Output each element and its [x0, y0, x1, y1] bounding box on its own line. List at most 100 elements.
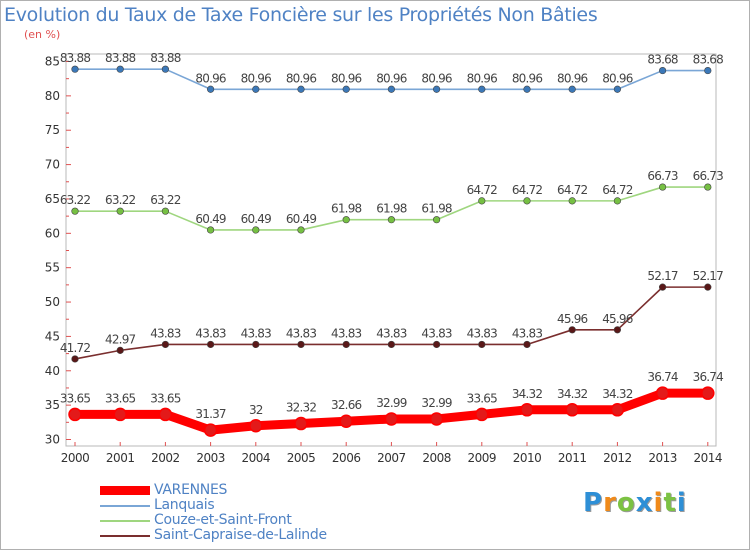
data-label-saint-capraise-de-lalinde-2003: 43.83 — [195, 326, 226, 340]
point-couze-et-saint-front-2014 — [704, 183, 712, 191]
y-tick-label-85: 85 — [45, 55, 60, 69]
point-varennes-2007 — [384, 412, 399, 426]
data-label-lanquais-2007: 80.96 — [376, 71, 407, 85]
y-tick-label-60: 60 — [45, 226, 60, 240]
data-label-varennes-2009: 33.65 — [467, 391, 498, 405]
data-label-couze-et-saint-front-2005: 60.49 — [286, 212, 317, 226]
x-tick-label-2014: 2014 — [694, 451, 723, 465]
data-label-saint-capraise-de-lalinde-2008: 43.83 — [421, 326, 452, 340]
legend-label-varennes: VARENNES — [154, 482, 228, 498]
data-label-saint-capraise-de-lalinde-2012: 45.96 — [602, 312, 633, 326]
data-label-lanquais-2009: 80.96 — [467, 71, 498, 85]
legend-swatch-lanquais — [100, 505, 150, 507]
data-label-couze-et-saint-front-2004: 60.49 — [241, 212, 272, 226]
y-tick-label-45: 45 — [45, 329, 60, 343]
x-tick-label-2001: 2001 — [106, 451, 135, 465]
point-saint-capraise-de-lalinde-2007 — [387, 340, 396, 349]
logo-letter-1: r — [603, 488, 617, 518]
point-varennes-2010 — [520, 403, 534, 417]
data-label-varennes-2010: 34.32 — [512, 387, 543, 401]
data-label-lanquais-2000: 83.88 — [60, 51, 91, 65]
point-saint-capraise-de-lalinde-2003 — [207, 340, 215, 349]
point-lanquais-2013 — [658, 66, 667, 75]
point-varennes-2009 — [475, 407, 489, 422]
y-tick-label-35: 35 — [45, 398, 60, 412]
data-label-saint-capraise-de-lalinde-2011: 45.96 — [557, 312, 588, 326]
point-saint-capraise-de-lalinde-2012 — [613, 326, 622, 334]
data-label-saint-capraise-de-lalinde-2007: 43.83 — [376, 326, 407, 340]
point-varennes-2000 — [68, 407, 82, 422]
x-tick-label-2009: 2009 — [468, 451, 497, 465]
data-label-couze-et-saint-front-2012: 64.72 — [602, 183, 633, 197]
x-tick-label-2010: 2010 — [513, 451, 542, 465]
point-lanquais-2003 — [207, 85, 215, 93]
data-label-lanquais-2010: 80.96 — [512, 71, 543, 85]
x-tick-label-2004: 2004 — [242, 451, 271, 465]
data-label-varennes-2014: 36.74 — [693, 370, 724, 384]
data-label-couze-et-saint-front-2006: 61.98 — [331, 202, 362, 216]
point-varennes-2013 — [655, 386, 670, 400]
point-varennes-2006 — [339, 414, 353, 428]
point-saint-capraise-de-lalinde-2008 — [433, 340, 441, 349]
data-label-saint-capraise-de-lalinde-2009: 43.83 — [467, 326, 498, 340]
point-lanquais-2012 — [613, 85, 622, 93]
y-tick-label-75: 75 — [45, 123, 60, 137]
data-label-saint-capraise-de-lalinde-2000: 41.72 — [60, 341, 91, 355]
data-label-couze-et-saint-front-2014: 66.73 — [693, 169, 724, 183]
logo-letter-0: P — [583, 488, 604, 518]
data-label-saint-capraise-de-lalinde-2002: 43.83 — [150, 326, 181, 340]
point-lanquais-2014 — [704, 66, 712, 75]
point-lanquais-2001 — [116, 65, 124, 73]
data-label-saint-capraise-de-lalinde-2001: 42.97 — [105, 332, 136, 346]
point-varennes-2012 — [610, 403, 625, 417]
data-label-couze-et-saint-front-2000: 63.22 — [60, 193, 91, 207]
data-label-couze-et-saint-front-2010: 64.72 — [512, 183, 543, 197]
chart-title: Evolution du Taux de Taxe Foncière sur l… — [4, 4, 598, 26]
x-tick-label-2008: 2008 — [422, 451, 451, 465]
point-lanquais-2010 — [523, 85, 531, 93]
data-label-varennes-2000: 33.65 — [60, 391, 91, 405]
data-label-lanquais-2004: 80.96 — [241, 71, 272, 85]
legend-label-saint-capraise: Saint-Capraise-de-Lalinde — [154, 527, 327, 543]
data-label-couze-et-saint-front-2007: 61.98 — [376, 202, 407, 216]
point-saint-capraise-de-lalinde-2002 — [161, 340, 169, 349]
point-lanquais-2008 — [433, 85, 441, 93]
data-label-couze-et-saint-front-2003: 60.49 — [195, 212, 226, 226]
data-label-saint-capraise-de-lalinde-2014: 52.17 — [693, 269, 724, 283]
data-label-lanquais-2008: 80.96 — [421, 71, 452, 85]
point-varennes-2004 — [249, 419, 263, 433]
point-lanquais-2000 — [71, 65, 79, 73]
data-label-couze-et-saint-front-2001: 63.22 — [105, 193, 136, 207]
point-saint-capraise-de-lalinde-2005 — [297, 340, 305, 349]
point-couze-et-saint-front-2013 — [658, 183, 667, 191]
x-tick-label-2007: 2007 — [377, 451, 406, 465]
point-couze-et-saint-front-2008 — [433, 216, 441, 224]
point-couze-et-saint-front-2001 — [116, 207, 124, 215]
legend-swatch-couze — [100, 520, 150, 522]
data-label-varennes-2006: 32.66 — [331, 398, 362, 412]
legend-label-couze: Couze-et-Saint-Front — [154, 512, 292, 528]
y-tick-label-65: 65 — [45, 192, 60, 206]
data-label-varennes-2011: 34.32 — [557, 387, 588, 401]
point-lanquais-2002 — [161, 65, 169, 73]
legend-swatch-saint-capraise — [100, 535, 150, 537]
point-couze-et-saint-front-2012 — [613, 197, 622, 205]
logo-letter-2: o — [616, 488, 636, 518]
y-tick-label-50: 50 — [45, 295, 60, 309]
x-tick-label-2002: 2002 — [151, 451, 180, 465]
data-label-lanquais-2013: 83.68 — [647, 53, 678, 67]
point-couze-et-saint-front-2007 — [387, 216, 396, 224]
x-tick-label-2005: 2005 — [287, 451, 316, 465]
x-tick-label-2006: 2006 — [332, 451, 361, 465]
legend-label-lanquais: Lanquais — [154, 497, 215, 513]
x-tick-label-2013: 2013 — [648, 451, 677, 465]
data-label-couze-et-saint-front-2002: 63.22 — [150, 193, 181, 207]
point-saint-capraise-de-lalinde-2014 — [704, 283, 712, 291]
proxiti-logo: Proxiti — [583, 488, 687, 518]
data-label-lanquais-2006: 80.96 — [331, 71, 362, 85]
data-label-saint-capraise-de-lalinde-2004: 43.83 — [241, 326, 272, 340]
data-label-varennes-2005: 32.32 — [286, 401, 317, 415]
data-label-lanquais-2001: 83.88 — [105, 51, 136, 65]
